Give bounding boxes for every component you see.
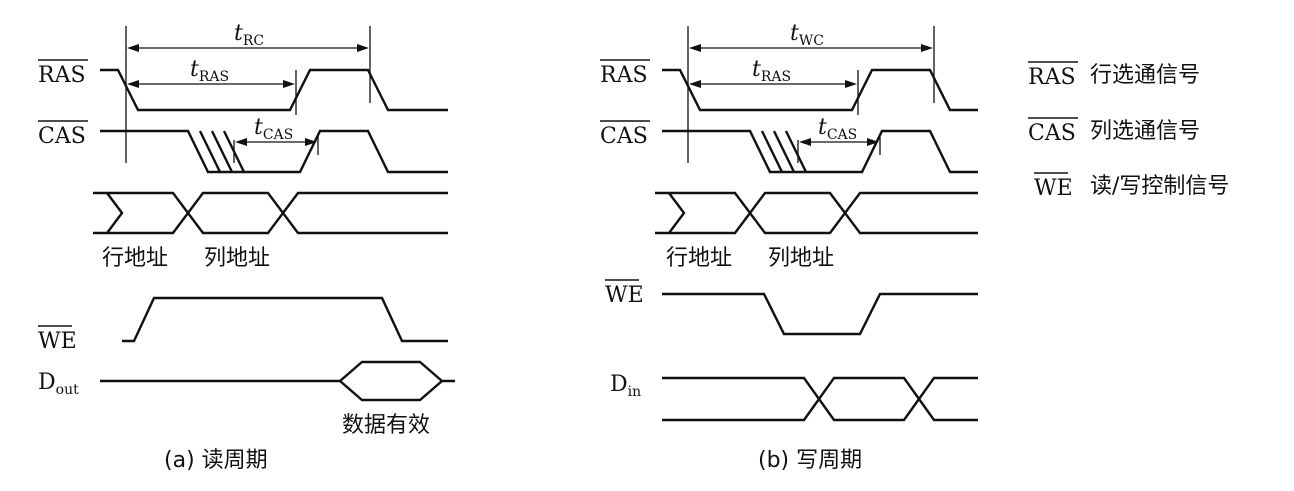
read-data-valid-label: 数据有效 [342,413,430,438]
read-tcas-label: tCAS [254,115,293,143]
write-col-address-label: 列地址 [768,246,834,271]
signal-legend: RAS 行选通信号 CAS 列选通信号 WE 读/写控制信号 [1028,61,1229,201]
write-address-bus [655,191,978,235]
legend-item-ras: RAS 行选通信号 [1028,61,1200,90]
read-tras-arrow [127,80,295,88]
write-din-label: Din [610,372,641,400]
write-cycle-caption: (b) 写周期 [758,448,862,473]
read-we-waveform [122,296,448,343]
write-ras-label: RAS [600,63,648,88]
read-we-label: WE [38,329,77,354]
read-row-address-label: 行地址 [102,246,168,271]
write-twc-label: tWC [790,21,824,49]
read-dout-label: Dout [38,370,79,398]
read-trc-arrow [127,44,369,52]
write-tras-arrow [689,80,857,88]
write-cycle-diagram: tWC tRAS tCAS RAS CAS WE Din 行地址 列地址 (b)… [600,21,978,473]
write-cas-transition-line [760,130,784,173]
read-cas-transition-line [198,130,222,173]
legend-we-text: 读/写控制信号 [1090,174,1229,199]
write-tcas-arrow [799,138,879,146]
read-cycle-diagram: tRC tRAS tCAS RAS CAS WE Dout 行地址 列地址 数据… [38,21,455,473]
read-cas-transition-line [210,130,234,173]
read-cycle-caption: (a) 读周期 [164,448,268,473]
legend-cas-signal: CAS [1028,121,1076,146]
read-address-bus [93,191,448,235]
write-twc-arrow [689,44,933,52]
read-trc-label: tRC [234,21,264,49]
read-tcas-arrow [235,138,317,146]
write-we-waveform [662,292,978,336]
legend-cas-text: 列选通信号 [1090,119,1200,144]
read-dout-waveform [100,360,455,402]
write-cas-transition-line [784,130,808,173]
write-cas-transition-line [772,130,796,173]
write-cas-waveform [662,129,978,174]
write-ras-waveform [662,68,978,112]
legend-item-cas: CAS 列选通信号 [1028,117,1200,146]
legend-item-we: WE 读/写控制信号 [1034,172,1229,201]
read-ras-label: RAS [38,63,86,88]
write-tcas-label: tCAS [818,115,857,143]
read-col-address-label: 列地址 [204,246,270,271]
read-tras-label: tRAS [190,57,229,85]
read-ras-waveform [100,68,448,112]
read-cas-label: CAS [38,124,86,149]
write-din-waveform [662,376,978,422]
write-cas-label: CAS [600,124,648,149]
write-we-label: WE [605,283,644,308]
legend-ras-text: 行选通信号 [1090,63,1200,88]
read-cas-waveform [100,129,448,174]
legend-we-signal: WE [1034,176,1073,201]
write-tras-label: tRAS [752,57,791,85]
write-row-address-label: 行地址 [666,246,732,271]
legend-ras-signal: RAS [1028,65,1076,90]
